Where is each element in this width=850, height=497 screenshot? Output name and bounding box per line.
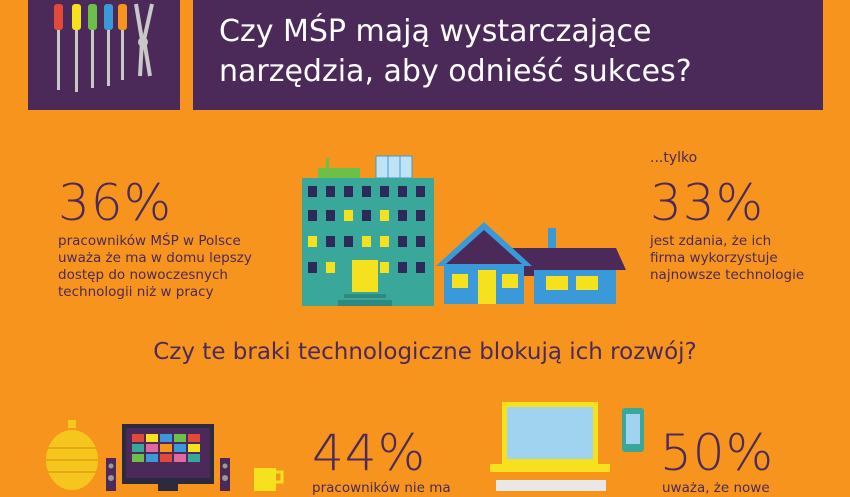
stat-right-line1: jest zdania, że ich <box>650 233 772 249</box>
stat-right-line2: firma wykorzystuje <box>650 250 778 266</box>
speaker-right-icon <box>220 458 230 491</box>
tools-panel <box>28 0 180 110</box>
stat-left-text: pracowników MŚP w Polsce uważa że ma w d… <box>58 233 298 301</box>
stat-left-line3: dostęp do nowoczesnych <box>58 267 228 283</box>
stat-right-text: jest zdania, że ich firma wykorzystuje n… <box>650 233 840 284</box>
house-icon <box>436 222 626 304</box>
speaker-left-icon <box>106 458 116 491</box>
mug-icon <box>254 468 284 491</box>
stat-bottom-right-text: uważa, że nowe <box>662 480 770 496</box>
monitor-icon <box>122 424 214 491</box>
phone-icon <box>622 408 644 452</box>
screwdriver-yellow-icon <box>72 4 81 92</box>
stat-bottom-right-value: 50% <box>660 424 775 482</box>
stat-left-line2: uważa że ma w domu lepszy <box>58 250 252 266</box>
screwdriver-orange-icon <box>118 4 127 80</box>
stat-left-line1: pracowników MŚP w Polsce <box>58 233 241 249</box>
stat-bottom-left-text: pracowników nie ma <box>312 480 451 496</box>
tools-icon <box>54 3 154 92</box>
screwdriver-blue-icon <box>104 4 113 86</box>
page-title-line1: Czy MŚP mają wystarczające <box>219 14 652 49</box>
laptop-icon <box>490 402 610 491</box>
page-title-line2: narzędzia, aby odnieść sukces? <box>219 54 692 89</box>
pliers-icon <box>134 3 154 77</box>
stat-left-value: 36% <box>58 174 173 232</box>
laptop-phone-icon <box>490 402 644 491</box>
question-heading: Czy te braki technologiczne blokują ich … <box>153 339 697 365</box>
stat-bottom-left-value: 44% <box>312 424 427 482</box>
stat-right-value: 33% <box>650 174 765 232</box>
screwdriver-green-icon <box>88 4 97 88</box>
vase-icon <box>46 420 98 490</box>
stat-left-line4: technologii niż w pracy <box>58 284 214 300</box>
stat-right-line3: najnowsze technologie <box>650 267 805 283</box>
screwdriver-red-icon <box>54 4 63 90</box>
title-panel: Czy MŚP mają wystarczające narzędzia, ab… <box>193 0 823 110</box>
stat-right-prefix: ...tylko <box>650 150 698 166</box>
office-building-icon <box>302 155 434 306</box>
desk-computer-icon <box>46 420 284 491</box>
